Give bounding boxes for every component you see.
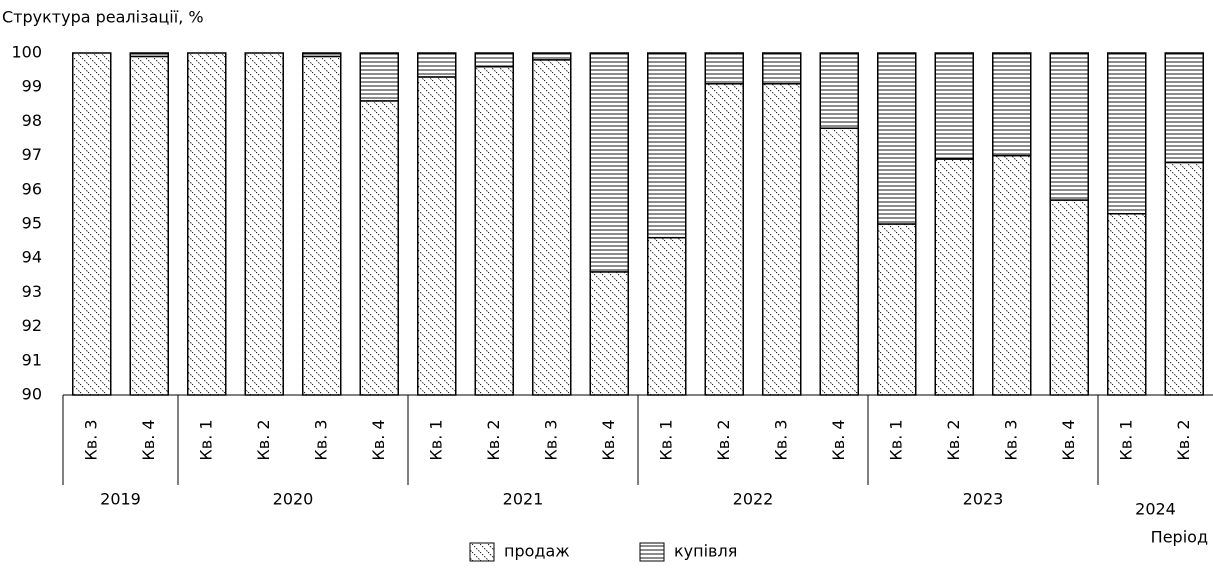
bar-segment — [359, 52, 399, 102]
bar-segment — [647, 52, 687, 239]
legend-label: купівля — [674, 542, 737, 561]
bar-segment — [647, 236, 687, 396]
y-tick-label: 91 — [22, 350, 42, 369]
bar-segment — [819, 127, 859, 396]
bar-segment — [72, 52, 112, 396]
bar-segment — [992, 52, 1032, 157]
legend-swatch — [639, 542, 665, 562]
x-tick-label: Кв. 2 — [714, 419, 733, 460]
bar-segment — [589, 52, 629, 273]
bar-segment — [992, 154, 1032, 396]
bar-segment — [359, 100, 399, 396]
bar-segment — [934, 52, 974, 160]
x-tick-label: Кв. 4 — [599, 419, 618, 460]
y-tick-label: 95 — [22, 214, 42, 233]
x-tick-label: Кв. 4 — [369, 419, 388, 460]
x-tick-label: Кв. 3 — [771, 419, 790, 460]
group-label: 2021 — [503, 490, 544, 509]
y-tick-label: 92 — [22, 316, 42, 335]
bar-segment — [819, 52, 859, 129]
y-tick-label: 97 — [22, 145, 42, 164]
bar-segment — [762, 52, 802, 85]
x-tick-label: Кв. 3 — [311, 419, 330, 460]
group-label: 2024 — [1135, 500, 1176, 519]
bar-segment — [877, 52, 917, 225]
bar-segment — [129, 52, 169, 58]
x-tick-label: Кв. 2 — [254, 419, 273, 460]
bar-segment — [934, 158, 974, 396]
bar-segment — [1107, 212, 1147, 396]
y-tick-label: 94 — [22, 248, 42, 267]
x-tick-label: Кв. 4 — [139, 419, 158, 460]
x-tick-label: Кв. 1 — [886, 419, 905, 460]
group-label: 2020 — [273, 490, 314, 509]
bar-segment — [129, 55, 169, 396]
bar-segment — [1164, 52, 1204, 164]
y-tick-label: 90 — [22, 385, 42, 404]
group-label: 2023 — [963, 490, 1004, 509]
x-tick-label: Кв. 3 — [1001, 419, 1020, 460]
bar-segment — [474, 52, 514, 68]
bar-segment — [474, 65, 514, 396]
x-tick-label: Кв. 4 — [1059, 419, 1078, 460]
y-tick-label: 96 — [22, 179, 42, 198]
bar-segment — [1049, 52, 1089, 201]
bar-segment — [877, 223, 917, 396]
bar-segment — [704, 52, 744, 85]
group-label: 2019 — [100, 490, 141, 509]
bar-segment — [1107, 52, 1147, 215]
legend-label: продаж — [504, 542, 570, 561]
bar-segment — [302, 52, 342, 58]
bar-segment — [1049, 199, 1089, 396]
y-tick-label: 98 — [22, 111, 42, 130]
x-tick-label: Кв. 1 — [426, 419, 445, 460]
x-tick-label: Кв. 4 — [829, 419, 848, 460]
x-tick-label: Кв. 3 — [541, 419, 560, 460]
bar-segment — [417, 52, 457, 78]
x-tick-label: Кв. 3 — [81, 419, 100, 460]
bar-segment — [532, 59, 572, 396]
y-tick-label: 100 — [11, 43, 42, 62]
x-tick-label: Кв. 2 — [484, 419, 503, 460]
bar-segment — [532, 52, 572, 61]
x-tick-label: Кв. 2 — [944, 419, 963, 460]
y-axis-label: Структура реалізації, % — [2, 8, 204, 27]
legend-swatch — [469, 542, 495, 562]
bar-segment — [1164, 161, 1204, 396]
x-tick-label: Кв. 1 — [196, 419, 215, 460]
bar-segment — [762, 83, 802, 396]
x-tick-label: Кв. 2 — [1174, 419, 1193, 460]
y-tick-label: 93 — [22, 282, 42, 301]
bar-segment — [589, 271, 629, 396]
x-axis-label: Період — [1151, 528, 1208, 547]
x-tick-label: Кв. 1 — [1116, 419, 1135, 460]
bar-segment — [704, 83, 744, 396]
bar-segment — [187, 52, 227, 396]
y-tick-label: 99 — [22, 77, 42, 96]
bar-segment — [417, 76, 457, 396]
bar-segment — [244, 52, 284, 396]
x-tick-label: Кв. 1 — [656, 419, 675, 460]
bar-segment — [302, 55, 342, 396]
group-label: 2022 — [733, 490, 774, 509]
